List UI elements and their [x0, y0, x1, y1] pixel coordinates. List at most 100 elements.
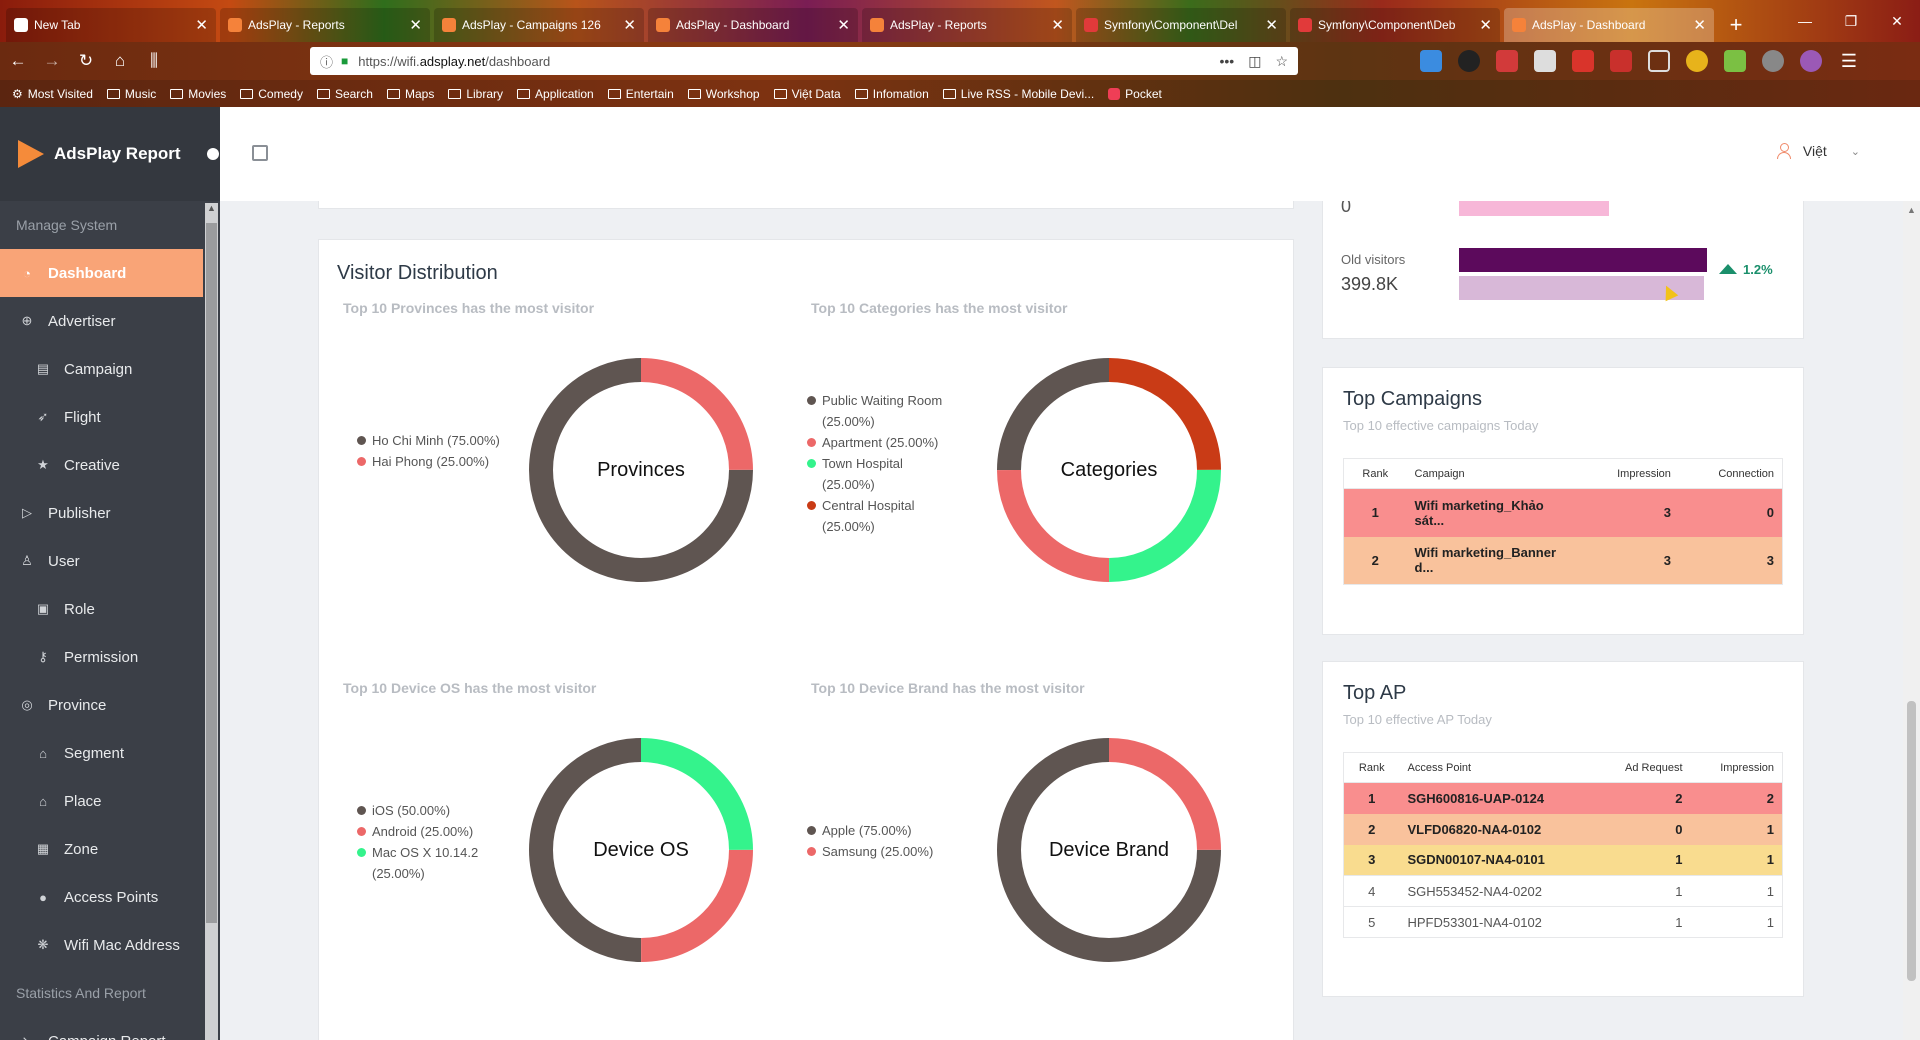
legend-item[interactable]: Central Hospital (25.00%): [807, 495, 957, 537]
table-row[interactable]: 4 SGH553452-NA4-0202 1 1: [1343, 875, 1783, 907]
sidebar-scrollbar-thumb[interactable]: [206, 223, 217, 923]
legend-item[interactable]: Android (25.00%): [357, 821, 507, 842]
donut-chart[interactable]: Categories: [997, 358, 1221, 582]
sidebar-item-permission[interactable]: ⚷ Permission: [0, 633, 203, 681]
bookmark-item[interactable]: Application: [517, 87, 594, 101]
tab-close-icon[interactable]: ✕: [195, 17, 208, 34]
sidebar-item-publisher[interactable]: ▷ Publisher: [0, 489, 203, 537]
sidebar-item-flight[interactable]: ➶ Flight: [0, 393, 203, 441]
tab-close-icon[interactable]: ✕: [623, 17, 636, 34]
table-cell-name[interactable]: Wifi marketing_Khảo sát...: [1406, 488, 1576, 537]
extension-icon[interactable]: [1458, 50, 1480, 72]
url-bar[interactable]: ⓘ ■ https://wifi.adsplay.net/dashboard •…: [310, 47, 1298, 75]
shield-icon[interactable]: [1496, 50, 1518, 72]
donut-slice-hai-phong[interactable]: [529, 358, 753, 582]
table-row[interactable]: 1 Wifi marketing_Khảo sát... 3 0: [1343, 488, 1783, 537]
sidebar-icon[interactable]: [1648, 50, 1670, 72]
sidebar-item-dashboard[interactable]: ◔ Dashboard: [0, 249, 203, 297]
table-cell-name[interactable]: SGH553452-NA4-0202: [1399, 875, 1599, 907]
browser-tab[interactable]: AdsPlay - Campaigns 126 ✕: [434, 8, 644, 42]
bookmark-star-icon[interactable]: ☆: [1275, 52, 1288, 69]
brand[interactable]: AdsPlay Report: [0, 107, 220, 201]
page-scrollbar[interactable]: ▲: [1903, 201, 1920, 1040]
bookmark-item[interactable]: Infomation: [854, 87, 929, 101]
browser-tab[interactable]: AdsPlay - Reports ✕: [862, 8, 1072, 42]
page-scrollbar-thumb[interactable]: [1907, 701, 1916, 981]
sidebar-item-campaign[interactable]: ▤ Campaign: [0, 345, 203, 393]
bookmark-item[interactable]: Maps: [386, 87, 434, 101]
sidebar-item-campaign-report[interactable]: ↘ Campaign Report: [0, 1017, 203, 1040]
table-cell-name[interactable]: VLFD06820-NA4-0102: [1399, 813, 1599, 845]
bookmark-item[interactable]: Library: [448, 87, 503, 101]
maximize-icon[interactable]: ❐: [1844, 12, 1858, 29]
sidebar-item-advertiser[interactable]: ⊕ Advertiser: [0, 297, 203, 345]
download-icon[interactable]: [1420, 50, 1442, 72]
legend-item[interactable]: Mac OS X 10.14.2 (25.00%): [357, 842, 507, 884]
extension-icon[interactable]: [1610, 50, 1632, 72]
chevron-down-icon[interactable]: ⌄: [1850, 145, 1860, 158]
tab-close-icon[interactable]: ✕: [837, 17, 850, 34]
bookmark-item[interactable]: Music: [106, 87, 156, 101]
sidebar-item-wifi-mac-address[interactable]: ❋ Wifi Mac Address: [0, 921, 203, 969]
extension-icon[interactable]: [1686, 50, 1708, 72]
extension-icon[interactable]: [1800, 50, 1822, 72]
table-row[interactable]: 2 VLFD06820-NA4-0102 0 1: [1343, 813, 1783, 845]
donut-slice-apartment[interactable]: [997, 358, 1221, 582]
tab-close-icon[interactable]: ✕: [1693, 17, 1706, 34]
donut-chart[interactable]: Device Brand: [997, 738, 1221, 962]
legend-item[interactable]: Samsung (25.00%): [807, 841, 957, 862]
donut-slice-town-hospital[interactable]: [997, 358, 1221, 582]
table-row[interactable]: 1 SGH600816-UAP-0124 2 2: [1343, 782, 1783, 814]
legend-item[interactable]: Public Waiting Room (25.00%): [807, 390, 957, 432]
extension-icon[interactable]: [1762, 50, 1784, 72]
browser-tab[interactable]: Symfony\Component\Del ✕: [1076, 8, 1286, 42]
new-tab-button[interactable]: +: [1729, 12, 1743, 37]
info-icon[interactable]: ⓘ: [320, 54, 334, 70]
pocket-icon[interactable]: ◫: [1248, 52, 1262, 69]
back-icon[interactable]: ←: [9, 51, 27, 70]
browser-tab[interactable]: Symfony\Component\Deb ✕: [1290, 8, 1500, 42]
bookmark-item[interactable]: ⚙ Most Visited: [12, 87, 93, 101]
library-icon[interactable]: ⫼: [150, 51, 158, 70]
fullscreen-icon[interactable]: [252, 145, 268, 161]
tab-close-icon[interactable]: ✕: [1051, 17, 1064, 34]
browser-tab[interactable]: AdsPlay - Reports ✕: [220, 8, 430, 42]
bookmark-item[interactable]: Entertain: [607, 87, 674, 101]
sidebar-scrollbar[interactable]: ▲: [205, 203, 218, 1040]
url-text[interactable]: https://wifi.adsplay.net/dashboard: [358, 53, 551, 69]
sidebar-toggle[interactable]: [206, 148, 219, 160]
close-window-icon[interactable]: ✕: [1891, 12, 1903, 29]
forward-icon[interactable]: →: [43, 51, 61, 70]
bookmark-item[interactable]: Live RSS - Mobile Devi...: [942, 87, 1094, 101]
legend-item[interactable]: iOS (50.00%): [357, 800, 507, 821]
legend-item[interactable]: Hai Phong (25.00%): [357, 451, 507, 472]
donut-chart[interactable]: Provinces: [529, 358, 753, 582]
tab-close-icon[interactable]: ✕: [409, 17, 422, 34]
mail-icon[interactable]: [1572, 50, 1594, 72]
user-menu[interactable]: Việt ⌄: [1776, 143, 1860, 159]
browser-tab[interactable]: AdsPlay - Dashboard ✕: [1504, 8, 1714, 42]
table-cell-name[interactable]: SGH600816-UAP-0124: [1399, 782, 1599, 814]
browser-tab[interactable]: New Tab ✕: [6, 8, 216, 42]
sidebar-item-place[interactable]: ⌂ Place: [0, 777, 203, 825]
sidebar-item-province[interactable]: ◎ Province: [0, 681, 203, 729]
sidebar-item-user[interactable]: ♙ User: [0, 537, 203, 585]
sidebar-item-creative[interactable]: ★ Creative: [0, 441, 203, 489]
bookmark-item[interactable]: Việt Data: [773, 87, 841, 101]
donut-slice-mac-os-x-10-14-2[interactable]: [529, 738, 753, 962]
bookmark-item[interactable]: Workshop: [687, 87, 760, 101]
table-row[interactable]: 2 Wifi marketing_Banner d... 3 3: [1343, 536, 1783, 585]
table-row[interactable]: 3 SGDN00107-NA4-0101 1 1: [1343, 844, 1783, 876]
legend-item[interactable]: Ho Chi Minh (75.00%): [357, 430, 507, 451]
minimize-icon[interactable]: —: [1798, 13, 1812, 29]
table-cell-name[interactable]: Wifi marketing_Banner d...: [1406, 536, 1576, 585]
home-icon[interactable]: ⌂: [114, 51, 126, 70]
donut-slice-samsung[interactable]: [997, 738, 1221, 962]
sidebar-item-role[interactable]: ▣ Role: [0, 585, 203, 633]
table-row[interactable]: 5 HPFD53301-NA4-0102 1 1: [1343, 906, 1783, 938]
table-cell-name[interactable]: SGDN00107-NA4-0101: [1399, 844, 1599, 876]
more-actions-icon[interactable]: •••: [1219, 53, 1235, 69]
sidebar-item-segment[interactable]: ⌂ Segment: [0, 729, 203, 777]
puzzle-icon[interactable]: [1724, 50, 1746, 72]
bookmark-item[interactable]: Comedy: [240, 87, 303, 101]
